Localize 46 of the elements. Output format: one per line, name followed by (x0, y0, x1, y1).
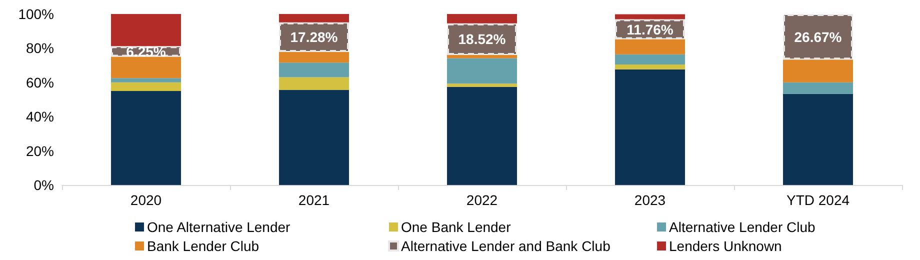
y-tick-label: 80% (26, 40, 54, 56)
x-tick-label: 2020 (130, 192, 162, 208)
bar (111, 82, 181, 91)
y-tick-label: 40% (26, 108, 54, 125)
bar (447, 58, 517, 84)
y-tick-label: 0% (34, 177, 54, 193)
bar (279, 14, 349, 22)
bar (783, 14, 853, 60)
x-tick-label: 2022 (466, 192, 498, 208)
bar (111, 90, 181, 185)
bar (783, 94, 853, 185)
data-label: 11.76% (626, 21, 674, 38)
bar (615, 69, 685, 185)
bar (111, 14, 181, 46)
bar (615, 14, 685, 20)
legend-label: One Bank Lender (401, 219, 512, 235)
bar (615, 54, 685, 64)
data-label: 26.67% (794, 28, 842, 45)
bar (615, 39, 685, 54)
data-label: 17.28% (290, 29, 338, 46)
data-label: 18.52% (458, 31, 506, 48)
bar (447, 55, 517, 58)
x-tick-label: YTD 2024 (786, 192, 850, 208)
legend-label: Bank Lender Club (147, 238, 260, 254)
bar (447, 14, 517, 24)
bar (111, 78, 181, 82)
data-label: 6.25% (126, 43, 166, 60)
bar (447, 84, 517, 87)
bar (279, 90, 349, 185)
bar (279, 52, 349, 63)
bar (783, 82, 853, 94)
y-tick-label: 100% (18, 6, 54, 22)
bar (447, 86, 517, 185)
x-tick-label: 2021 (298, 192, 330, 208)
bar (279, 77, 349, 90)
x-tick-label: 2023 (634, 192, 666, 208)
y-tick-label: 60% (26, 74, 54, 90)
bar (279, 62, 349, 78)
legend-label: Lenders Unknown (669, 238, 782, 254)
legend-label: Alternative Lender and Bank Club (401, 238, 611, 254)
bar (783, 60, 853, 82)
y-tick-label: 20% (26, 142, 54, 159)
legend-label: One Alternative Lender (147, 219, 291, 235)
bar (615, 64, 685, 70)
bar (111, 56, 181, 78)
legend-label: Alternative Lender Club (669, 219, 816, 235)
